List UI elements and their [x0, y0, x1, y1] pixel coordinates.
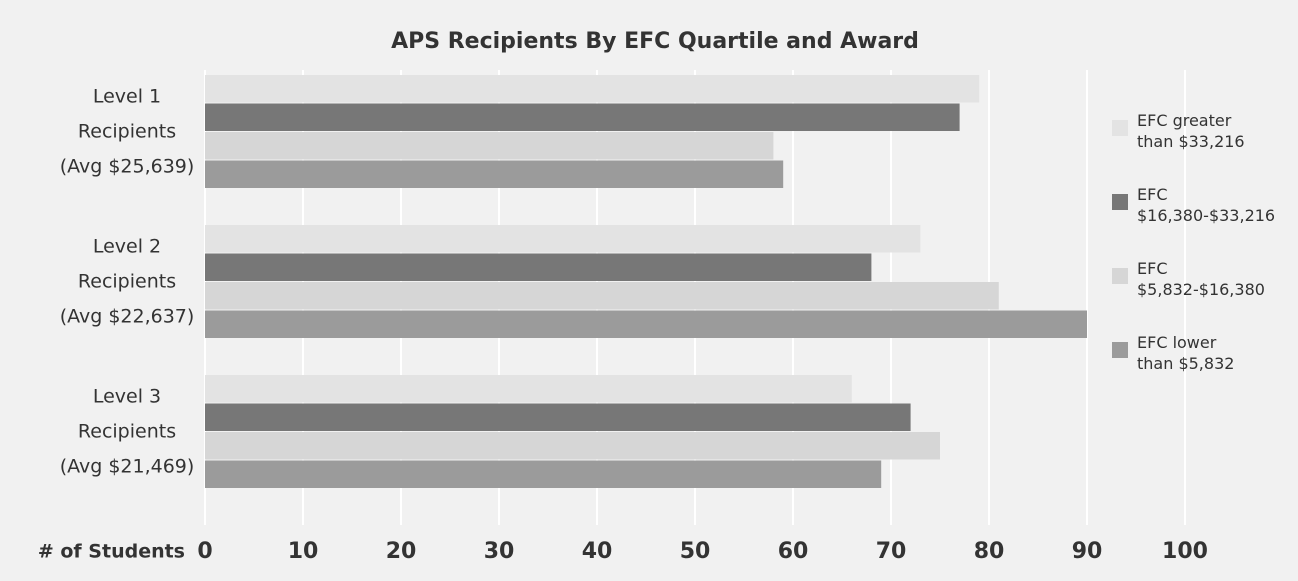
x-tick-label: 70: [876, 539, 907, 564]
y-tick-label: Level 2: [93, 236, 161, 258]
bar: [205, 375, 852, 403]
y-tick-label: (Avg $25,639): [60, 156, 195, 178]
x-tick-label: 40: [582, 539, 613, 564]
legend-swatch: [1112, 342, 1128, 358]
bar: [205, 103, 960, 131]
bar: [205, 310, 1087, 338]
x-tick-label: 10: [288, 539, 319, 564]
y-tick-label: Recipients: [78, 121, 176, 143]
x-axis-label: # of Students: [38, 541, 185, 563]
legend-label: EFC $5,832-$16,380: [1137, 259, 1265, 299]
legend-item: EFC greater than $33,216: [1112, 110, 1292, 184]
legend-swatch: [1112, 194, 1128, 210]
bar: [205, 253, 872, 281]
bar: [205, 460, 882, 488]
y-tick-label: Recipients: [78, 271, 176, 293]
legend-item: EFC lower than $5,832: [1112, 332, 1292, 406]
x-tick-label: 100: [1162, 539, 1208, 564]
legend: EFC greater than $33,216 EFC $16,380-$33,…: [1112, 110, 1292, 406]
x-tick-label: 30: [484, 539, 515, 564]
legend-label: EFC $16,380-$33,216: [1137, 185, 1276, 225]
bar: [205, 225, 921, 253]
bar: [205, 75, 980, 103]
chart-title: APS Recipients By EFC Quartile and Award: [391, 29, 919, 54]
x-tick-label: 50: [680, 539, 711, 564]
legend-item: EFC $16,380-$33,216: [1112, 184, 1292, 258]
bar: [205, 160, 784, 188]
x-tick-label: 0: [197, 539, 212, 564]
y-tick-label: (Avg $21,469): [60, 456, 195, 478]
bar: [205, 132, 774, 160]
x-tick-label: 20: [386, 539, 417, 564]
y-tick-label: Recipients: [78, 421, 176, 443]
legend-swatch: [1112, 120, 1128, 136]
y-tick-label: (Avg $22,637): [60, 306, 195, 328]
bar: [205, 282, 999, 310]
legend-label: EFC lower than $5,832: [1137, 333, 1235, 373]
bar: [205, 403, 911, 431]
y-tick-label: Level 1: [93, 86, 161, 108]
legend-swatch: [1112, 268, 1128, 284]
legend-item: EFC $5,832-$16,380: [1112, 258, 1292, 332]
x-tick-label: 60: [778, 539, 809, 564]
x-tick-label: 90: [1072, 539, 1103, 564]
bar: [205, 432, 940, 460]
y-tick-label: Level 3: [93, 386, 161, 408]
legend-label: EFC greater than $33,216: [1137, 111, 1245, 151]
x-tick-label: 80: [974, 539, 1005, 564]
